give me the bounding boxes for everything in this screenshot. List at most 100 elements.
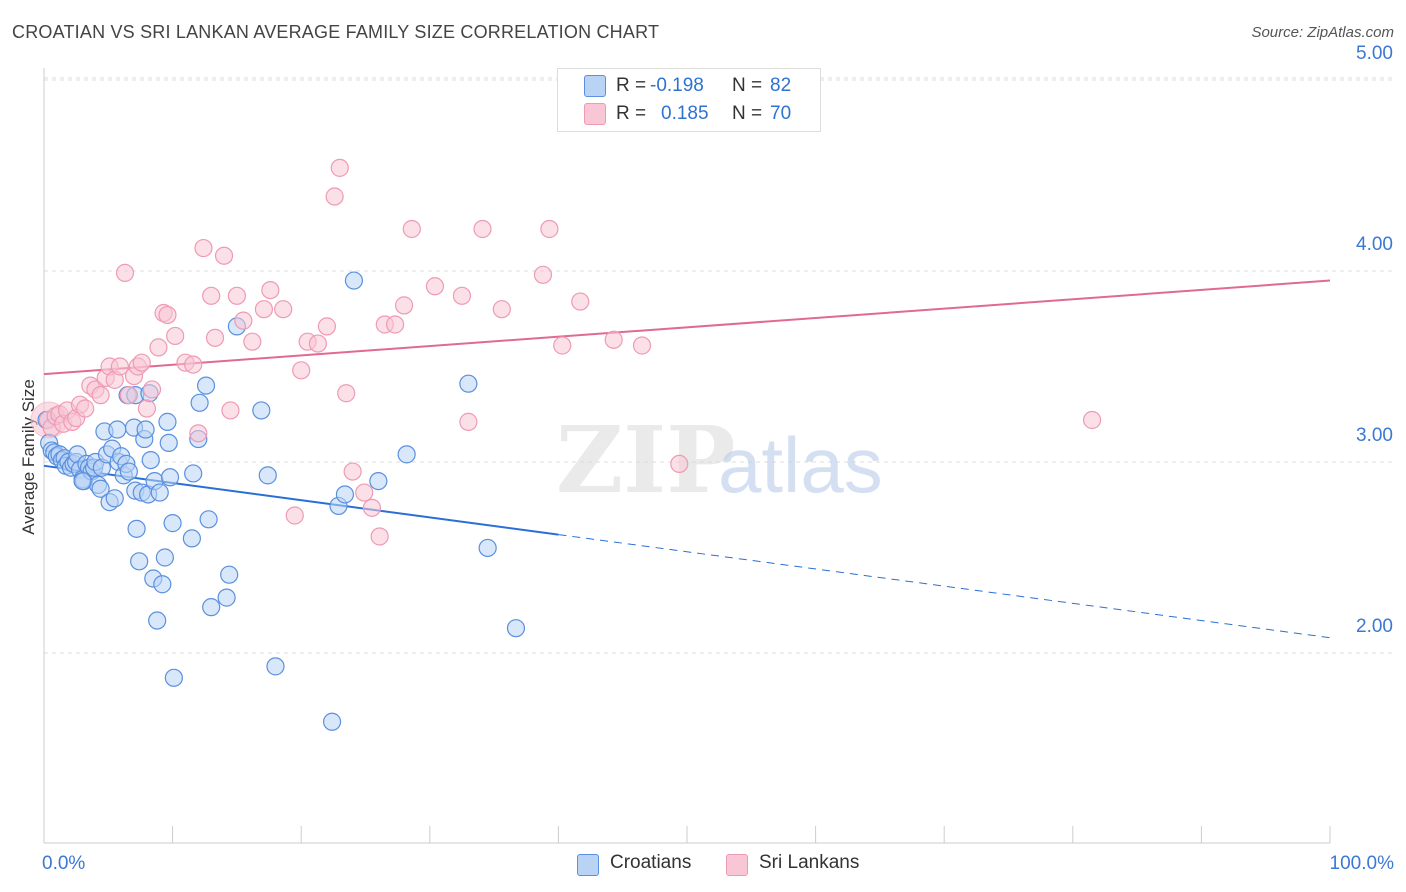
sri-lankan-point: [227, 286, 246, 305]
sri-lankan-point: [285, 506, 304, 525]
croatian-point: [190, 393, 209, 412]
sri-lankan-point: [158, 305, 177, 325]
sri-lankan-point: [425, 277, 445, 296]
croatian-point: [153, 575, 172, 594]
sri-lankan-point: [330, 158, 349, 177]
sri-lankan-point: [110, 357, 129, 376]
bottom-legend-swatch-pink: [726, 854, 748, 876]
sri-lankan-point: [452, 286, 472, 305]
sri-lankan-point: [325, 187, 344, 206]
sri-lankan-point: [166, 326, 185, 346]
y-tick-label: 3.00: [1356, 425, 1393, 446]
croatian-point: [136, 420, 155, 439]
sri-lankan-point: [308, 334, 328, 353]
croatian-point: [252, 401, 271, 420]
sri-lankan-point: [76, 399, 95, 418]
sri-lankan-point: [540, 219, 559, 239]
sri-lankan-point: [632, 336, 652, 355]
sri-lankan-point: [205, 328, 225, 347]
sri-lankan-point: [194, 238, 213, 258]
croatian-point: [108, 420, 127, 439]
legend-r-value: 0.185: [661, 103, 709, 124]
legend-r-label: R =: [616, 75, 647, 96]
bottom-legend-label: Sri Lankans: [759, 852, 860, 873]
sri-lankan-point: [604, 330, 623, 349]
sri-lankan-point: [214, 246, 234, 265]
sri-lankan-point: [670, 454, 689, 474]
tick-labels: 2.00 3.00 4.00 5.00 0.0% 100.0%: [42, 43, 1394, 874]
croatian-point: [506, 619, 526, 638]
sri-lankan-point: [571, 292, 590, 311]
gridlines: [44, 77, 1395, 654]
sri-lankan-point: [189, 424, 208, 443]
watermark-zip: ZIP: [556, 406, 735, 514]
legend-n-value: 82: [770, 75, 792, 96]
sri-lankan-point: [533, 265, 553, 284]
legend-n-value: 70: [770, 103, 792, 124]
croatian-point: [217, 588, 236, 607]
croatian-point: [184, 464, 203, 483]
sri-lankan-point: [1082, 410, 1102, 430]
data-points: [30, 158, 1102, 731]
y-tick-label: 2.00: [1356, 616, 1393, 637]
croatian-point: [266, 657, 285, 676]
sri-lankan-point: [115, 263, 135, 283]
croatian-point: [141, 450, 160, 470]
sri-lankan-trend-line: [43, 279, 1331, 376]
sri-lankan-point: [370, 527, 389, 546]
sri-lankan-point: [132, 353, 151, 372]
croatian-point: [155, 548, 174, 567]
sri-lankan-point: [343, 462, 362, 481]
sri-lankan-point: [473, 219, 492, 239]
sri-lankan-point: [385, 315, 405, 334]
correlation-legend: R = -0.198 N = 82 R = 0.185 N = 70: [557, 68, 821, 132]
croatian-point: [160, 468, 180, 487]
axes: [43, 68, 1331, 844]
croatian-point: [258, 466, 277, 485]
sri-lankan-point: [142, 380, 162, 399]
sri-lankan-point: [221, 401, 240, 420]
croatian-point: [91, 479, 110, 498]
sri-lankan-point: [234, 311, 253, 330]
sri-lankan-point: [459, 412, 478, 431]
sri-lankan-point: [394, 296, 414, 315]
sri-lankan-point: [91, 386, 110, 405]
sri-lankan-point: [137, 399, 156, 418]
croatian-point: [105, 489, 124, 508]
sri-lankan-point: [337, 384, 356, 403]
sri-lankan-point: [317, 317, 337, 336]
bottom-legend-swatch-blue: [577, 854, 599, 876]
sri-lankan-point: [261, 281, 280, 300]
watermark-atlas: atlas: [718, 421, 883, 509]
croatian-point: [220, 565, 239, 584]
chart-title: CROATIAN VS SRI LANKAN AVERAGE FAMILY SI…: [12, 22, 660, 42]
bottom-legend-label: Croatians: [610, 852, 692, 873]
croatian-point: [73, 472, 92, 491]
legend-swatch-pink: [584, 103, 606, 125]
croatian-point: [150, 483, 169, 502]
sri-lankan-point: [243, 332, 262, 351]
croatian-trend-extension: [558, 534, 1331, 639]
sri-lankan-point: [119, 386, 138, 405]
croatian-point: [322, 712, 342, 731]
sri-lankan-point: [553, 336, 572, 355]
croatian-point: [164, 668, 183, 687]
croatian-point: [182, 529, 201, 548]
croatian-point: [202, 598, 221, 617]
sri-lankan-point: [355, 483, 374, 502]
sri-lankan-point: [292, 361, 311, 380]
croatian-point: [344, 271, 364, 290]
croatian-point: [478, 538, 497, 558]
legend-r-value: -0.198: [650, 75, 704, 96]
croatian-point: [459, 374, 478, 393]
legend-swatch-blue: [584, 75, 606, 97]
croatian-point: [159, 433, 178, 452]
sri-lankan-point: [149, 338, 168, 357]
y-tick-label: 4.00: [1356, 234, 1393, 255]
legend-n-label: N =: [732, 103, 763, 124]
sri-lankan-point: [492, 300, 511, 319]
sri-lankan-point: [274, 300, 293, 319]
x-tick-label: 0.0%: [42, 853, 85, 874]
sri-lankan-point: [254, 300, 274, 319]
y-tick-label: 5.00: [1356, 43, 1393, 64]
